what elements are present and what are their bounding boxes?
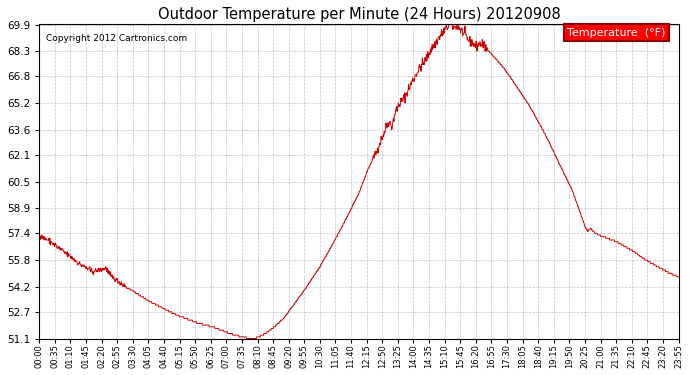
Title: Outdoor Temperature per Minute (24 Hours) 20120908: Outdoor Temperature per Minute (24 Hours… [157,7,560,22]
Text: Copyright 2012 Cartronics.com: Copyright 2012 Cartronics.com [46,34,187,43]
Text: Temperature  (°F): Temperature (°F) [567,28,666,38]
